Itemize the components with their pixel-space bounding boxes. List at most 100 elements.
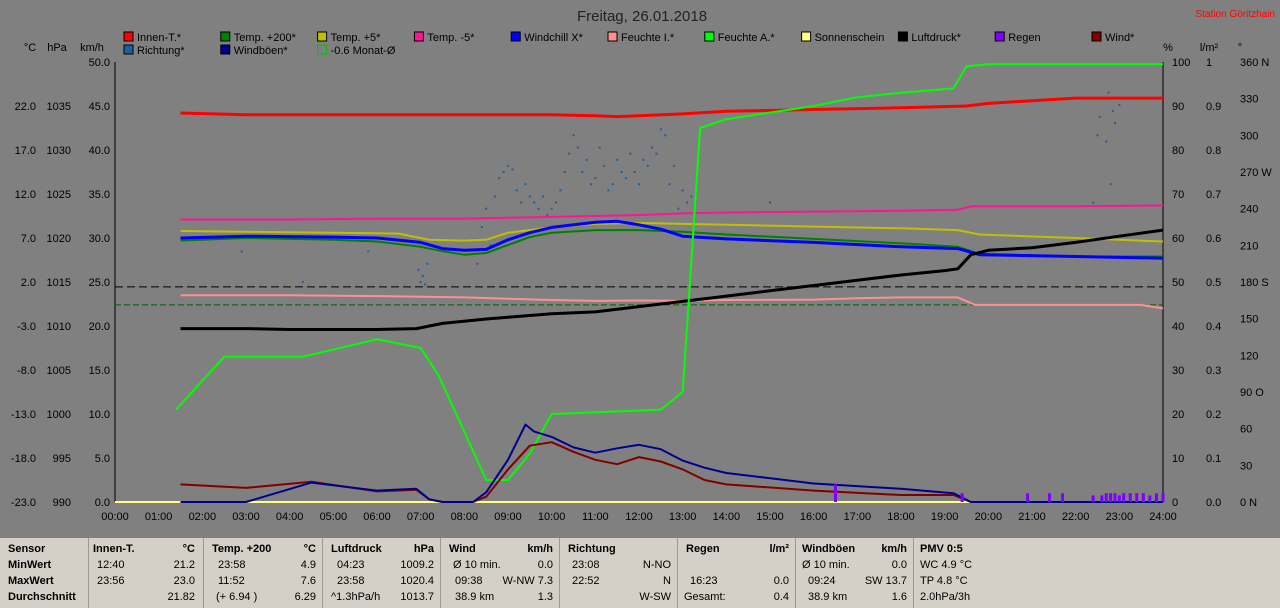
wind-distance: 38.9 km [455, 591, 495, 603]
direction-point [524, 183, 527, 186]
direction-point [589, 183, 592, 186]
legend-entry: Sonnenschein [815, 32, 885, 44]
legend-entry: -0.6 Monat-Ø [331, 45, 396, 57]
axis-units: °C hPa km/h % l/m² ° [24, 42, 1242, 54]
row-label-max: MaxWert [8, 575, 54, 587]
rain-bar [1026, 493, 1030, 502]
direction-point [417, 268, 420, 271]
direction-point [672, 164, 675, 167]
col-temp200: Temp. +200 °C 23:58 4.9 11:52 7.6 (+ 6.9… [204, 538, 323, 608]
col-pmv: PMV 0:5 WC 4.9 °C TP 4.8 °C 2.0hPa/3h [914, 538, 1280, 608]
tick-label-hpa: 1020 [47, 233, 71, 245]
unit-temp200: °C [303, 543, 316, 555]
direction-point [686, 201, 689, 204]
direction-point [511, 168, 514, 171]
direction-point [555, 201, 558, 204]
direction-point [668, 183, 671, 186]
tick-label-deg: 0 N [1240, 497, 1257, 509]
legend-entry: Temp. +5* [331, 32, 382, 44]
legend-entry: Innen-T.* [137, 32, 182, 44]
header-regen: Regen [686, 543, 720, 555]
header-boeen: Windböen [802, 543, 856, 555]
direction-point [576, 146, 579, 149]
innen-max-time: 23:56 [97, 575, 125, 587]
tick-label-deg: 270 W [1240, 167, 1272, 179]
wind-avg10-value: 0.0 [537, 559, 553, 571]
direction-point [1118, 103, 1121, 106]
col-druck: Luftdruck hPa 04:23 1009.2 23:58 1020.4 … [323, 538, 441, 608]
direction-point [502, 171, 505, 173]
direction-point [1107, 91, 1110, 94]
legend-swatch [413, 31, 424, 42]
richtung-max-time: 22:52 [572, 575, 600, 587]
direction-point [550, 207, 553, 210]
direction-point [301, 281, 304, 283]
innen-avg-value: 21.82 [167, 591, 195, 603]
direction-point [638, 183, 640, 186]
legend-swatch [123, 44, 134, 55]
temp200-min-time: 23:58 [218, 559, 246, 571]
plot-area [114, 62, 1165, 503]
direction-point [489, 244, 492, 247]
x-tick-label: 17:00 [844, 511, 872, 523]
legend-swatch [220, 31, 231, 42]
legend: Innen-T.* Temp. +200* Temp. +5* Temp. -5* Wi… [123, 31, 1135, 57]
direction-point [1113, 122, 1116, 125]
x-tick-label: 06:00 [363, 511, 391, 523]
regen-total-label: Gesamt: [684, 591, 726, 603]
legend-swatch [317, 31, 328, 42]
tick-label-celsius: 7.0 [21, 233, 36, 245]
tick-label-percent: 100 [1172, 57, 1190, 69]
tick-label-kmh: 5.0 [95, 453, 110, 465]
druck-max-value: 1020.4 [400, 575, 434, 587]
boeen-max-time: 09:24 [808, 575, 836, 587]
direction-point [624, 177, 627, 180]
tick-label-lm2: 0.7 [1206, 189, 1221, 201]
header-temp200: Temp. +200 [212, 543, 272, 555]
direction-point [419, 281, 422, 283]
innen-min-value: 21.2 [173, 559, 195, 571]
x-tick-label: 01:00 [145, 511, 173, 523]
x-tick-label: 05:00 [320, 511, 348, 523]
legend-swatch [220, 44, 231, 55]
x-tick-label: 18:00 [887, 511, 915, 523]
tick-label-deg: 150 [1240, 314, 1258, 326]
legend-entry: Richtung* [137, 45, 185, 57]
x-tick-label: 16:00 [800, 511, 828, 523]
tick-label-hpa: 1005 [47, 365, 71, 377]
tick-label-lm2: 0.2 [1206, 409, 1221, 421]
unit-innen: °C [182, 543, 195, 555]
x-tick-label: 22:00 [1062, 511, 1090, 523]
tick-label-deg: 360 N [1240, 57, 1269, 69]
direction-point [541, 195, 544, 198]
direction-point [690, 195, 693, 198]
tick-label-percent: 20 [1172, 409, 1184, 421]
tick-label-deg: 120 [1240, 350, 1258, 362]
series-line [180, 423, 1163, 503]
rain-bar [834, 484, 837, 502]
tick-label-deg: 240 [1240, 204, 1258, 216]
legend-swatch [704, 31, 715, 42]
x-tick-label: 23:00 [1106, 511, 1134, 523]
rain-bar [1141, 493, 1145, 502]
series-line [180, 229, 1163, 258]
x-tick-label: 13:00 [669, 511, 697, 523]
direction-point [485, 207, 488, 210]
legend-swatch [510, 31, 521, 42]
rain-bar [1113, 493, 1117, 502]
tick-label-celsius: -13.0 [11, 409, 36, 421]
x-tick-label: 20:00 [975, 511, 1003, 523]
direction-point [681, 189, 684, 192]
direction-point [424, 283, 427, 286]
x-tick-label: 00:00 [101, 511, 129, 523]
rain-bar [960, 493, 964, 502]
direction-point [515, 189, 518, 192]
row-label-min: MinWert [8, 559, 52, 571]
tick-label-hpa: 995 [53, 453, 71, 465]
unit-druck: hPa [413, 543, 434, 555]
unit-celsius: °C [24, 42, 36, 54]
direction-point [563, 171, 566, 173]
header-wind: Wind [449, 543, 476, 555]
boeen-max-value: SW 13.7 [864, 575, 907, 587]
direction-point [572, 134, 575, 137]
